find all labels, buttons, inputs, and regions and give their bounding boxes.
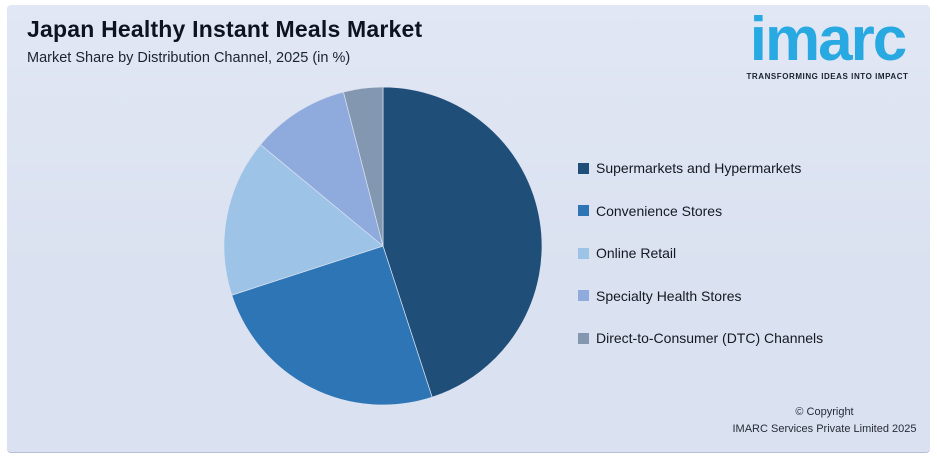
imarc-logo: imarc TRANSFORMING IDEAS INTO IMPACT: [735, 7, 920, 81]
legend-label: Supermarkets and Hypermarkets: [596, 160, 802, 176]
legend-marker: [578, 332, 589, 344]
logo-wordmark: imarc: [749, 5, 907, 74]
pie-chart: [223, 86, 543, 406]
legend-item: Specialty Health Stores: [578, 286, 823, 306]
legend-label: Direct-to-Consumer (DTC) Channels: [596, 330, 824, 346]
legend-marker: [578, 247, 589, 259]
pie-slice-4: [343, 86, 384, 247]
copyright-line1: © Copyright: [795, 406, 854, 418]
legend-item: Direct-to-Consumer (DTC) Channels: [578, 328, 823, 348]
legend-marker: [578, 205, 589, 216]
copyright: © Copyright IMARC Services Private Limit…: [727, 404, 922, 438]
page-title: Japan Healthy Instant Meals Market: [27, 16, 423, 42]
pie-slice-1: [231, 245, 433, 406]
chart-header: Japan Healthy Instant Meals Market Marke…: [27, 15, 422, 66]
page-subtitle: Market Share by Distribution Channel, 20…: [27, 49, 351, 66]
pie-slice-2: [223, 144, 384, 296]
chart-card: Japan Healthy Instant Meals Market Marke…: [7, 5, 930, 453]
legend-item: Supermarkets and Hypermarkets: [578, 158, 823, 178]
pie-slice-0: [382, 86, 543, 398]
legend-item: Convenience Stores: [578, 201, 823, 221]
pie-slice-3: [259, 91, 384, 247]
legend: Supermarkets and Hypermarkets Convenienc…: [578, 158, 823, 371]
legend-item: Online Retail: [578, 243, 823, 263]
legend-marker: [578, 290, 589, 301]
legend-label: Online Retail: [596, 245, 677, 261]
legend-label: Specialty Health Stores: [596, 287, 742, 304]
logo-tagline: TRANSFORMING IDEAS INTO IMPACT: [746, 72, 909, 82]
legend-label: Convenience Stores: [596, 202, 723, 219]
copyright-line2: IMARC Services Private Limited 2025: [732, 423, 917, 435]
legend-marker: [578, 162, 589, 174]
